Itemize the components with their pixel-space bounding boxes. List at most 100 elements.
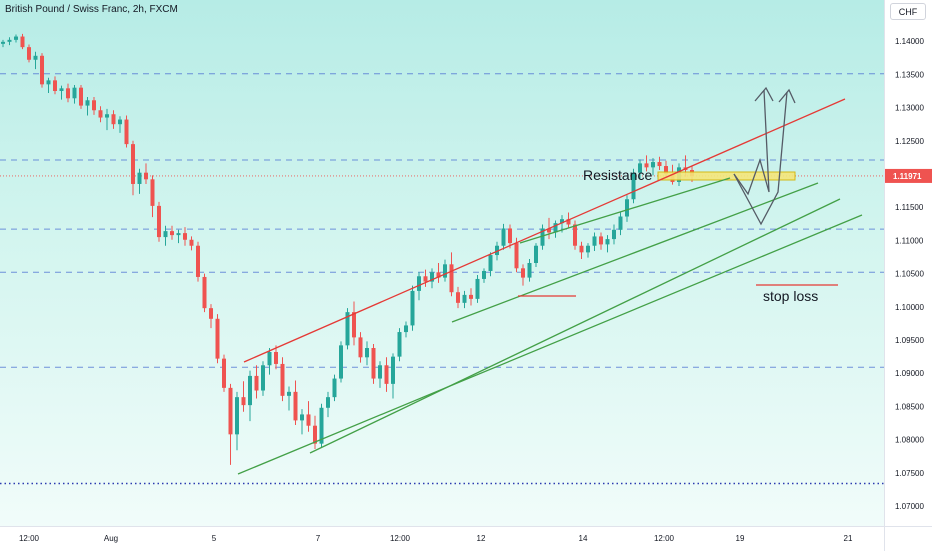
projection-path-2 (733, 91, 788, 226)
candle-body (430, 272, 434, 282)
candle-body (105, 114, 109, 118)
projection-path-1 (733, 89, 770, 196)
time-tick-label: 12:00 (19, 534, 40, 543)
wedge-upper-line (519, 177, 731, 244)
candle-body (391, 356, 395, 384)
candle-body (508, 228, 512, 244)
candle-body (235, 397, 239, 435)
candle-body (183, 233, 187, 240)
candle-body (586, 245, 590, 253)
candle-body (560, 219, 564, 224)
candle-body (573, 224, 577, 246)
candles (1, 33, 694, 465)
candle-body (423, 276, 428, 282)
candle-body (462, 294, 467, 303)
stop-loss-label: stop loss (763, 288, 818, 304)
resistance-zone (657, 171, 796, 181)
candle-body (384, 365, 389, 384)
candle-body (657, 162, 662, 167)
candle-body (241, 397, 246, 406)
candle-body (196, 245, 200, 277)
candle-body (638, 163, 642, 173)
plot-area[interactable] (0, 0, 884, 526)
price-tick-label: 1.09000 (895, 369, 924, 378)
candle-body (664, 166, 668, 175)
candle-body (189, 239, 194, 246)
candle-body (72, 87, 77, 99)
time-axis[interactable] (0, 526, 884, 551)
candle-body (228, 387, 233, 435)
channel-lower-line-1 (237, 214, 863, 475)
price-tick-label: 1.07000 (895, 502, 924, 511)
candle-body (410, 290, 415, 326)
candle-body (306, 414, 311, 426)
candle-body (14, 36, 18, 40)
candle-body (313, 425, 317, 444)
candle-body (20, 36, 25, 48)
candle-body (404, 325, 408, 333)
price-tick-label: 1.08000 (895, 436, 924, 445)
currency-button[interactable]: CHF (890, 3, 926, 20)
time-tick-labels: 12:00 Aug 5 7 12:00 12 14 12:00 19 21 (19, 534, 853, 543)
candle-body (397, 332, 402, 357)
candle-body (352, 312, 356, 338)
price-tick-label: 1.12500 (895, 137, 924, 146)
time-tick-label: 7 (316, 534, 321, 543)
candle-body (59, 88, 64, 91)
price-tick-label: 1.13500 (895, 70, 924, 79)
axis-corner (884, 526, 932, 551)
price-tick-label: 1.14000 (895, 37, 924, 46)
candle-body (501, 228, 506, 246)
candle-body (33, 55, 38, 60)
candle-body (592, 236, 597, 246)
candle-body (527, 263, 532, 278)
time-tick-label: 12:00 (390, 534, 411, 543)
candle-body (651, 162, 655, 168)
time-tick-label: 12 (477, 534, 486, 543)
candle-body (599, 236, 603, 245)
candle-body (631, 172, 636, 200)
candle-body (319, 407, 324, 444)
candle-body (124, 119, 129, 145)
price-tick-label: 1.10500 (895, 270, 924, 279)
candle-body (371, 348, 376, 379)
candle-body (293, 391, 298, 421)
candle-body (612, 229, 616, 240)
candle-body (332, 378, 337, 398)
candle-body (248, 375, 252, 406)
candle-body (209, 308, 213, 319)
price-tick-label: 1.13000 (895, 104, 924, 113)
candle-body (482, 270, 486, 279)
candle-body (176, 233, 181, 236)
candle-body (365, 348, 369, 358)
candle-body (66, 88, 70, 99)
price-tick-label: 1.11500 (895, 203, 924, 212)
candle-body (417, 276, 421, 291)
candle-body (111, 114, 116, 125)
time-tick-label: 12:00 (654, 534, 675, 543)
price-tick-label: 1.08500 (895, 402, 924, 411)
candle-body (534, 245, 538, 263)
candle-body (605, 239, 610, 245)
candle-body (475, 278, 480, 299)
current-price-tag: 1.11971 (885, 168, 932, 183)
candle-body (7, 39, 12, 42)
candle-body (566, 219, 571, 225)
candle-body (553, 223, 558, 233)
candle-body (53, 80, 57, 91)
candle-body (92, 100, 96, 111)
candle-body (625, 199, 629, 217)
price-axis[interactable] (884, 0, 932, 526)
candle-body (267, 351, 272, 366)
candle-body (137, 172, 142, 184)
candle-body (157, 205, 161, 238)
candle-body (514, 243, 519, 269)
candle-body (443, 264, 447, 278)
price-tick-label: 1.11000 (895, 236, 924, 245)
candle-body (85, 100, 90, 106)
candle-body (449, 264, 454, 293)
time-tick-label: 14 (579, 534, 588, 543)
candle-body (118, 119, 122, 125)
